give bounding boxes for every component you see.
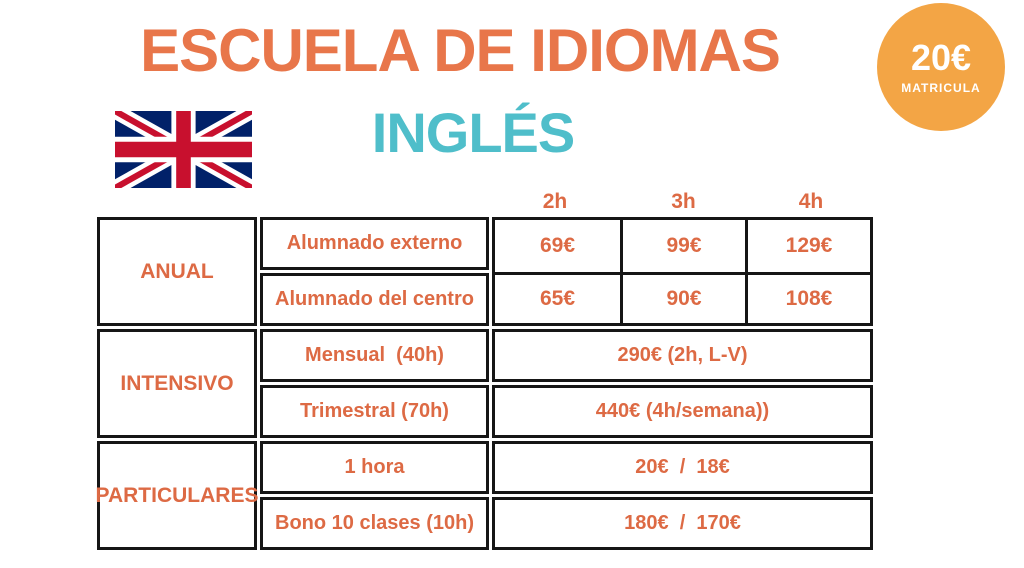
column-header-4h: 4h — [798, 190, 824, 213]
row-label-alumnado-del-centro: Alumnado del centro — [260, 273, 489, 326]
price-bono-10-clases: 180€ / 170€ — [492, 497, 873, 550]
price-mensual: 290€ (2h, L-V) — [492, 329, 873, 382]
row-label-bono-10-clases: Bono 10 clases (10h) — [260, 497, 489, 550]
badge-price: 20€ — [910, 36, 972, 78]
union-jack-flag-icon — [115, 111, 252, 188]
price-trimestral: 440€ (4h/semana)) — [492, 385, 873, 438]
row-label-trimestral: Trimestral (70h) — [260, 385, 489, 438]
row-label-alumnado-externo: Alumnado externo — [260, 217, 489, 270]
price-centro-4h: 108€ — [745, 271, 870, 323]
price-externo-2h: 69€ — [539, 233, 576, 257]
row-label-1-hora: 1 hora — [260, 441, 489, 494]
category-intensivo: INTENSIVO — [97, 329, 257, 438]
category-anual: ANUAL — [97, 217, 257, 326]
column-header-3h: 3h — [671, 190, 696, 213]
price-centro-3h: 90€ — [620, 271, 745, 323]
matricula-badge: 20€ MATRICULA — [877, 3, 1005, 131]
pricing-table: 2h 3h 4h ANUAL Alumnado externo Alumnado… — [96, 190, 873, 550]
price-centro-2h: 65€ — [495, 271, 620, 324]
price-externo-3h: 99€ — [620, 220, 745, 272]
anual-price-grid: 69€ 99€ 129€ 65€ 90€ 108€ — [492, 217, 873, 326]
category-particulares: PARTICULARES — [96, 441, 258, 550]
price-1-hora: 20€ / 18€ — [492, 441, 873, 494]
column-header-2h: 2h — [542, 190, 568, 213]
page-title: ESCUELA DE IDIOMAS — [140, 17, 781, 84]
price-externo-4h: 129€ — [745, 220, 870, 272]
page-subtitle: INGLÉS — [371, 101, 575, 164]
row-label-mensual: Mensual (40h) — [260, 329, 489, 382]
badge-label: MATRICULA — [901, 80, 981, 95]
